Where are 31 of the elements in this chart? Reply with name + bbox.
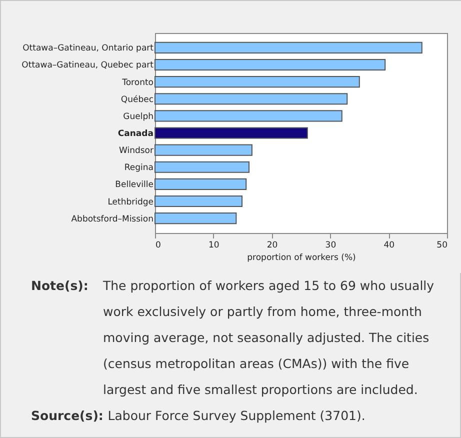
x-axis-title: proportion of workers (%) xyxy=(247,253,356,263)
bar xyxy=(154,93,348,105)
x-tick-label: 10 xyxy=(208,240,220,250)
bar xyxy=(154,76,360,88)
y-tick-label: Ottawa–Gatineau, Quebec part xyxy=(22,60,154,71)
y-tick-label: Toronto xyxy=(121,78,154,88)
bar xyxy=(154,42,422,54)
y-tick-label: Abbotsford–Mission xyxy=(71,214,154,224)
y-tick-label: Lethbridge xyxy=(108,197,154,208)
bar xyxy=(154,161,250,173)
y-tick-label: Windsor xyxy=(119,146,154,156)
bar xyxy=(154,127,308,139)
y-tick-label: Québec xyxy=(120,94,154,105)
x-tick-label: 20 xyxy=(266,240,278,250)
source-note: Source(s): Labour Force Survey Supplement (3701). xyxy=(31,407,366,425)
y-tick-label: Guelph xyxy=(123,112,154,122)
bar xyxy=(154,178,247,190)
bar xyxy=(154,144,252,156)
bar xyxy=(154,195,243,208)
x-tick-label: 40 xyxy=(384,240,395,250)
bar xyxy=(154,110,342,122)
y-tick-label: Canada xyxy=(118,129,154,139)
text: Note(s): The proportion of workers aged 15 to 69 who usually work exclusively or partly from home, three-month moving average, not seasonally adjusted. The cities (census metropolitan areas (CMAs)) with the five largest and five smallest proportions are included. xyxy=(31,277,436,399)
x-tick-label: 0 xyxy=(156,240,161,250)
bar xyxy=(154,58,386,71)
y-tick-label: Regina xyxy=(124,163,154,174)
x-tick-label: 30 xyxy=(325,240,336,250)
y-tick-label: Belleville xyxy=(115,180,154,190)
bar xyxy=(154,212,237,224)
x-tick-label: 50 xyxy=(436,240,448,250)
y-tick-label: Ottawa–Gatineau, Ontario part xyxy=(22,44,154,54)
